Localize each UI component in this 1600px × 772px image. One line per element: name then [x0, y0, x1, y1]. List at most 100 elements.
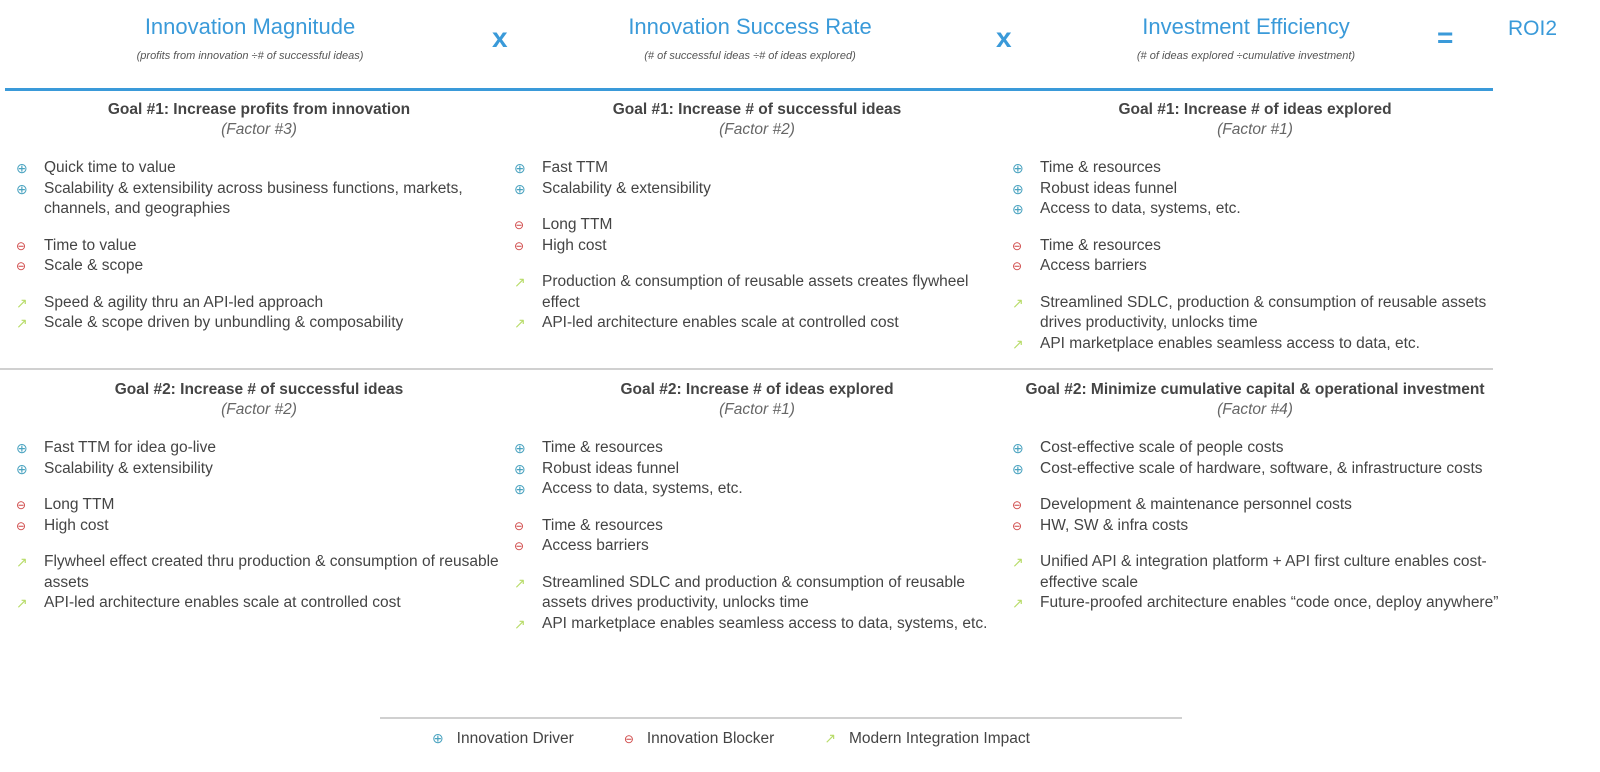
- list-item: ⊕ Scalability & extensibility: [512, 179, 1002, 200]
- list-item: ⊕ Scalability & extensibility across busi…: [14, 179, 504, 220]
- list-item: ⊕ Robust ideas funnel: [512, 459, 1002, 480]
- plus-circle-icon: ⊕: [432, 730, 444, 746]
- factor-formula: (profits from innovation ÷# of successfu…: [136, 50, 364, 62]
- legend-label: Innovation Driver: [456, 730, 574, 747]
- legend-item-impact: ↗ Modern Integration Impact: [822, 730, 1030, 748]
- goal-cell: Goal #2: Increase # of ideas explored (Fa…: [512, 380, 1002, 650]
- goal-factor: (Factor #3): [221, 121, 297, 138]
- goal-factor: (Factor #2): [719, 121, 795, 138]
- impact-group: ↗ Streamlined SDLC and production & consu…: [512, 573, 1002, 635]
- plus-circle-icon: ⊕: [514, 180, 526, 197]
- legend-divider: [380, 717, 1182, 719]
- item-text: Access to data, systems, etc.: [1040, 200, 1241, 217]
- list-item: ⊖ Time to value: [14, 236, 504, 257]
- minus-circle-icon: ⊖: [623, 732, 634, 746]
- item-text: Scale & scope driven by unbundling & com…: [44, 314, 404, 331]
- item-text: Time to value: [44, 236, 137, 254]
- item-text: HW, SW & infra costs: [1040, 516, 1189, 534]
- factor-investment-efficiency: Investment Efficiency (# of ideas explor…: [996, 14, 1496, 62]
- plus-circle-icon: ⊕: [16, 160, 28, 176]
- list-item: ⊕ Fast TTM for idea go-live: [14, 438, 504, 459]
- blocker-group: ⊖ Long TTM ⊖ High cost: [512, 215, 1002, 256]
- plus-circle-icon: ⊕: [514, 481, 526, 497]
- factor-title: Investment Efficiency: [1142, 14, 1350, 39]
- list-item: ↗ API-led architecture enables scale at c…: [14, 593, 504, 614]
- row-divider: [0, 368, 1493, 370]
- list-item: ⊖ Long TTM: [512, 215, 1002, 236]
- list-item: ⊕ Time & resources: [1010, 158, 1500, 179]
- item-text: Fast TTM for idea go-live: [44, 439, 216, 456]
- item-text: Scale & scope: [44, 257, 144, 274]
- impact-group: ↗ Speed & agility thru an API-led approac…: [14, 293, 504, 334]
- minus-circle-icon: ⊖: [514, 218, 525, 232]
- arrow-up-right-icon: ↗: [16, 294, 28, 311]
- goal-factor: (Factor #1): [1217, 121, 1293, 138]
- list-item: ⊖ High cost: [512, 236, 1002, 257]
- plus-circle-icon: ⊕: [1012, 201, 1024, 217]
- plus-circle-icon: ⊕: [1012, 180, 1024, 197]
- goal-cell: Goal #1: Increase # of successful ideas (…: [512, 100, 1002, 350]
- minus-circle-icon: ⊖: [1012, 238, 1023, 253]
- list-item: ⊕ Cost-effective scale of hardware, softw…: [1010, 459, 1500, 480]
- item-text: Production & consumption of reusable ass…: [542, 273, 969, 311]
- item-text: Streamlined SDLC, production & consumpti…: [1040, 293, 1487, 332]
- list-item: ⊖ Scale & scope: [14, 256, 504, 277]
- goal-title: Goal #1: Increase profits from innovatio…: [107, 101, 411, 118]
- item-text: Unified API & integration platform + API…: [1040, 553, 1487, 591]
- impact-group: ↗ Unified API & integration platform + AP…: [1010, 552, 1500, 614]
- item-text: Cost-effective scale of people costs: [1040, 439, 1284, 456]
- goal-factor: (Factor #1): [719, 401, 795, 418]
- multiply-operator: x: [996, 22, 1012, 53]
- item-text: Speed & agility thru an API-led approach: [44, 293, 324, 311]
- impact-group: ↗ Flywheel effect created thru production…: [14, 552, 504, 614]
- list-item: ↗ Unified API & integration platform + AP…: [1010, 552, 1500, 593]
- factor-innovation-magnitude: Innovation Magnitude (profits from innov…: [0, 14, 500, 62]
- legend-label: Modern Integration Impact: [849, 730, 1030, 747]
- driver-group: ⊕ Fast TTM for idea go-live ⊕ Scalability &…: [14, 438, 504, 479]
- item-text: High cost: [542, 236, 607, 254]
- item-text: Robust ideas funnel: [1040, 179, 1178, 197]
- list-item: ↗ API-led architecture enables scale at c…: [512, 313, 1002, 334]
- factor-innovation-success-rate: Innovation Success Rate (# of successful…: [500, 14, 1000, 62]
- list-item: ↗ Production & consumption of reusable as…: [512, 272, 1002, 313]
- item-text: Streamlined SDLC and production & consum…: [542, 573, 966, 612]
- arrow-up-right-icon: ↗: [16, 315, 28, 331]
- result-roi2: ROI2: [1508, 17, 1558, 40]
- legend: ⊕ Innovation Driver ⊖ Innovation Blocker…: [430, 730, 1030, 748]
- item-text: Long TTM: [542, 216, 613, 233]
- arrow-up-right-icon: ↗: [1012, 595, 1024, 611]
- item-text: Scalability & extensibility across busin…: [44, 179, 463, 218]
- goal-title: Goal #1: Increase # of ideas explored: [1118, 101, 1392, 118]
- plus-circle-icon: ⊕: [1012, 460, 1024, 477]
- item-text: Time & resources: [542, 516, 663, 534]
- blocker-group: ⊖ Time & resources ⊖ Access barriers: [1010, 236, 1500, 277]
- arrow-up-right-icon: ↗: [514, 574, 526, 591]
- goal-title: Goal #1: Increase # of successful ideas: [612, 101, 902, 118]
- minus-circle-icon: ⊖: [16, 238, 27, 253]
- item-text: Time & resources: [1040, 236, 1161, 254]
- plus-circle-icon: ⊕: [514, 460, 526, 477]
- item-text: Scalability & extensibility: [44, 459, 213, 477]
- list-item: ↗ Future-proofed architecture enables “co…: [1010, 593, 1500, 614]
- list-item: ↗ Flywheel effect created thru production…: [14, 552, 504, 593]
- plus-circle-icon: ⊕: [514, 160, 526, 176]
- arrow-up-right-icon: ↗: [824, 730, 837, 746]
- item-text: Future-proofed architecture enables “cod…: [1040, 594, 1499, 611]
- item-text: Time & resources: [1040, 159, 1161, 176]
- goal-factor: (Factor #2): [221, 401, 297, 418]
- driver-group: ⊕ Time & resources ⊕ Robust ideas funnel ⊕ Ac…: [512, 438, 1002, 500]
- list-item: ↗ Scale & scope driven by unbundling & co…: [14, 313, 504, 334]
- driver-group: ⊕ Cost-effective scale of people costs ⊕ Co…: [1010, 438, 1500, 479]
- minus-circle-icon: ⊖: [514, 238, 525, 253]
- list-item: ⊕ Access to data, systems, etc.: [1010, 199, 1500, 220]
- header-divider: [5, 88, 1493, 91]
- list-item: ↗ Speed & agility thru an API-led approac…: [14, 293, 504, 314]
- arrow-up-right-icon: ↗: [1012, 554, 1024, 570]
- item-text: Long TTM: [44, 496, 115, 513]
- goal-cell: Goal #2: Minimize cumulative capital & o…: [1010, 380, 1500, 630]
- item-text: API-led architecture enables scale at co…: [542, 314, 899, 331]
- item-text: Flywheel effect created thru production …: [44, 553, 499, 591]
- list-item: ⊖ HW, SW & infra costs: [1010, 516, 1500, 537]
- plus-circle-icon: ⊕: [16, 180, 28, 197]
- plus-circle-icon: ⊕: [1012, 160, 1024, 176]
